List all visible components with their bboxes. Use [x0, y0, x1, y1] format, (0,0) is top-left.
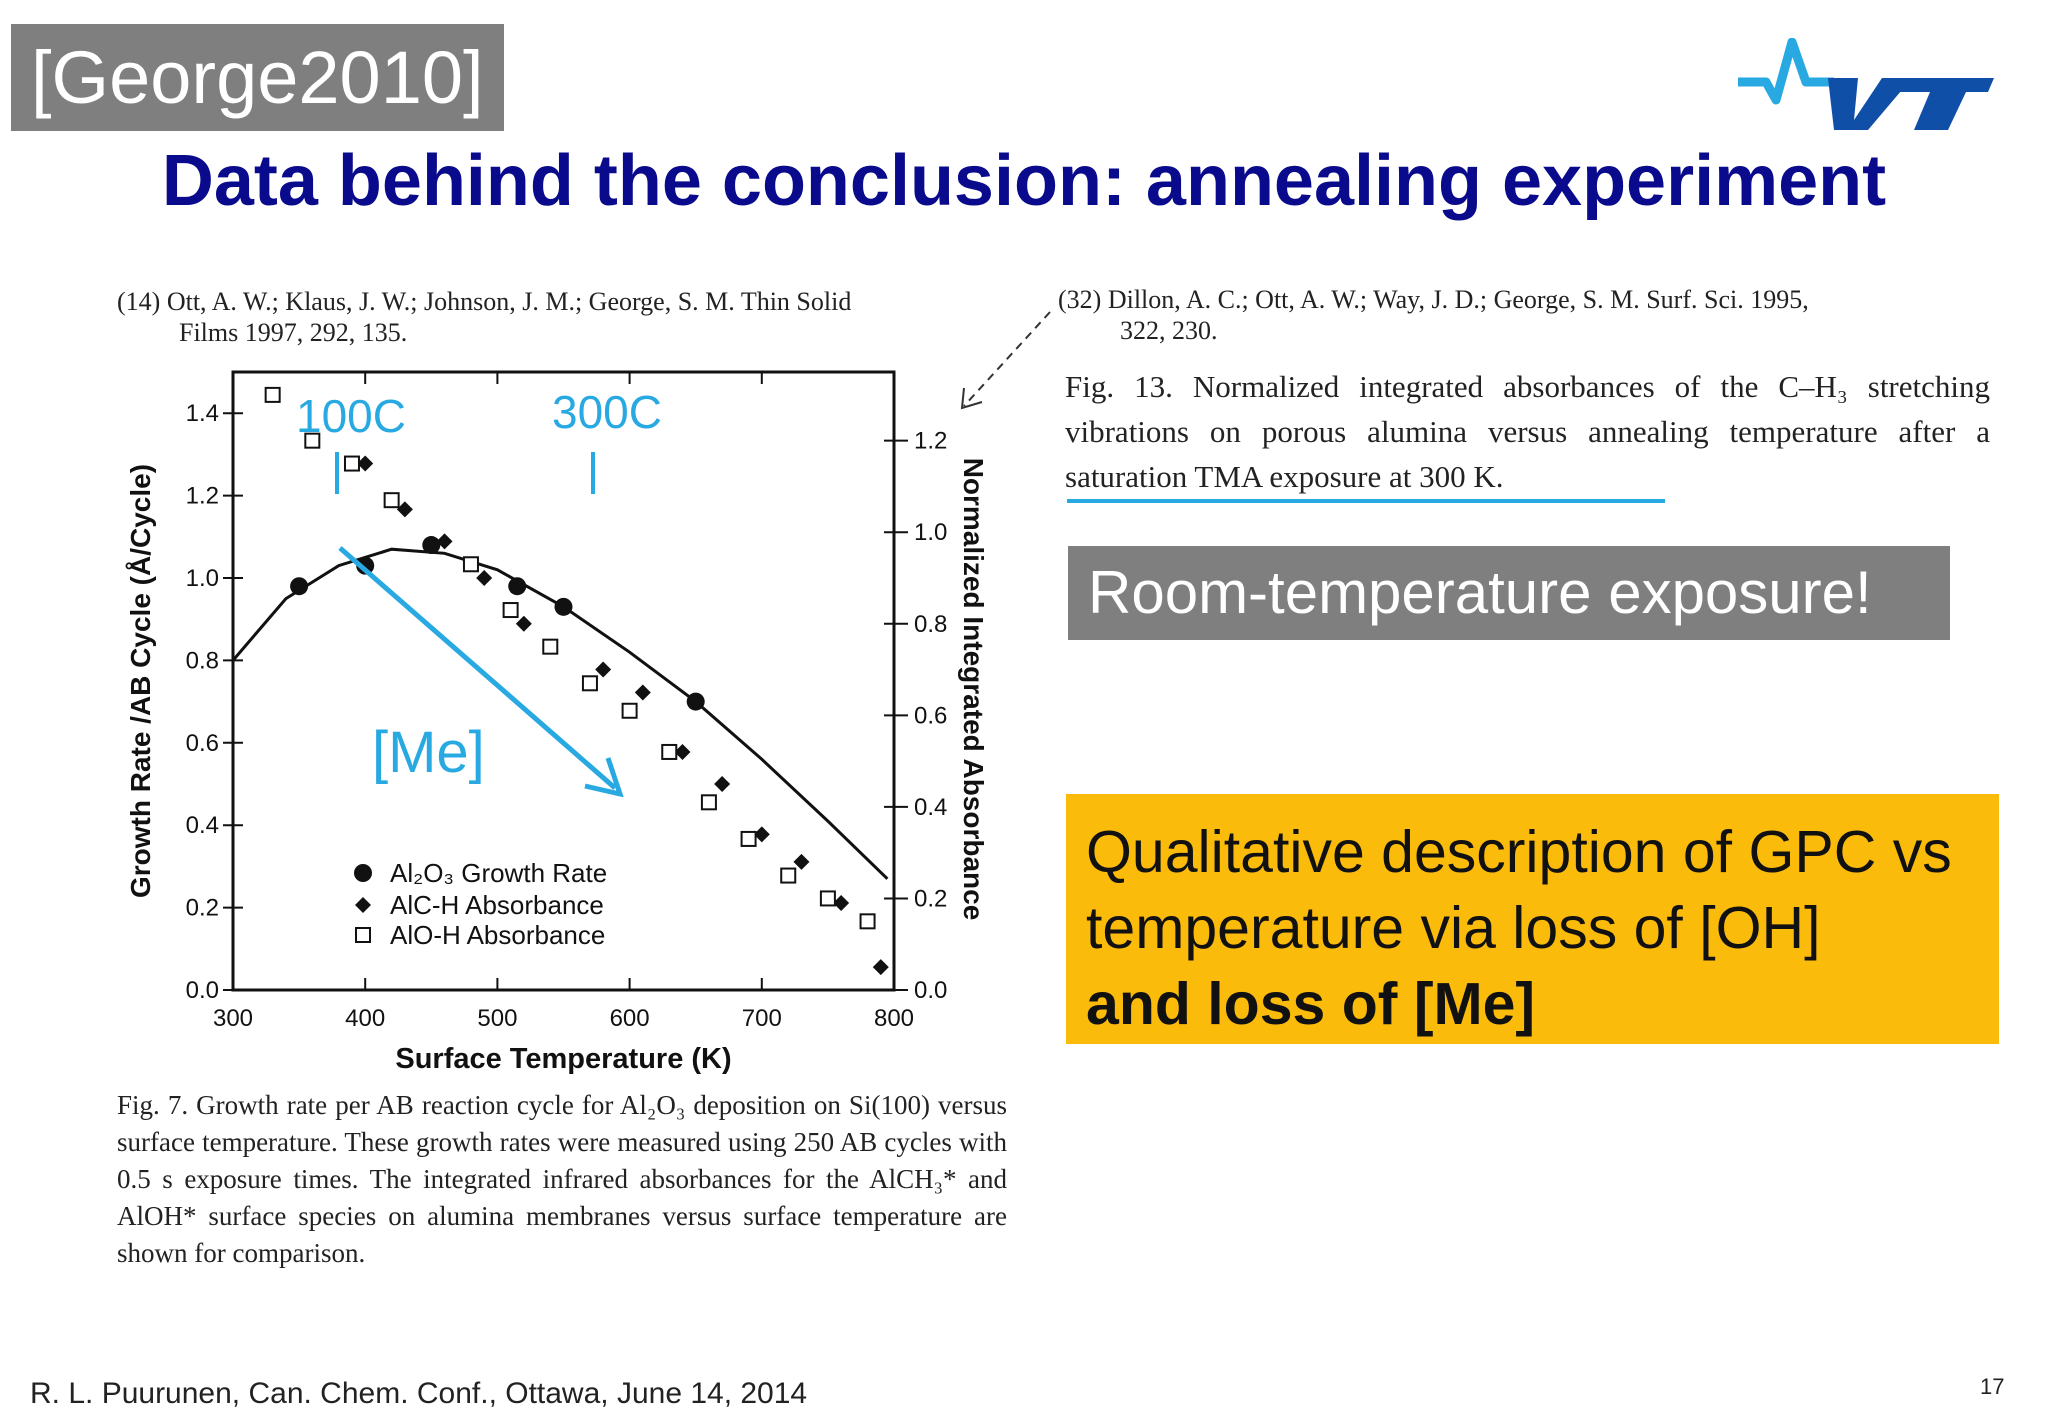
x-axis-label: Surface Temperature (K) — [395, 1043, 731, 1075]
y-tick-label: 0.8 — [186, 647, 219, 674]
qualitative-bold-text: and loss of [Me] — [1086, 971, 1536, 1037]
diamond-data-point — [634, 684, 651, 701]
square-data-point — [581, 675, 598, 692]
reference-32-line1: (32) Dillon, A. C.; Ott, A. W.; Way, J. … — [1058, 285, 1809, 314]
y-tick-label: 1.0 — [186, 565, 219, 592]
me-decrease-arrow — [338, 546, 617, 790]
circle-data-point — [508, 577, 527, 596]
fig7-caption: Fig. 7. Growth rate per AB reaction cycl… — [117, 1090, 1007, 1268]
square-data-point — [780, 867, 797, 884]
diamond-data-point — [753, 826, 770, 843]
y-tick-label: 0.0 — [186, 977, 219, 1004]
plot-frame — [231, 370, 896, 992]
y2-tick-label: 0.4 — [914, 794, 947, 821]
square-data-point — [621, 702, 638, 719]
fig13-caption: Fig. 13. Normalized integrated absorbanc… — [1065, 369, 1990, 494]
reference-32-line2: 322, 230. — [1120, 316, 1218, 345]
reference-14: (14) Ott, A. W.; Klaus, J. W.; Johnson, … — [117, 286, 977, 348]
y-tick-label: 1.2 — [186, 483, 219, 510]
x-tick-label: 400 — [345, 1005, 385, 1032]
diamond-data-point — [396, 501, 413, 518]
y-tick-label: 0.2 — [186, 895, 219, 922]
annotation-100c: 100C — [296, 390, 406, 442]
y-tick-label: 1.4 — [186, 400, 219, 427]
legend-marker — [355, 927, 371, 943]
square-data-point — [700, 794, 717, 811]
circle-data-point — [686, 692, 705, 711]
reference-14-line1: (14) Ott, A. W.; Klaus, J. W.; Johnson, … — [117, 287, 852, 316]
slide-title: Data behind the conclusion: annealing ex… — [161, 141, 1887, 221]
growth-rate-chart: 300 400 500 600 700 8000.00.20.40.60.81.01.21… — [125, 370, 989, 1075]
diamond-data-point — [436, 533, 453, 550]
square-data-point — [661, 743, 678, 760]
legend-marker — [355, 897, 371, 913]
x-tick-label: 300 — [213, 1005, 253, 1032]
square-data-point — [264, 386, 281, 403]
x-tick-label: 800 — [874, 1005, 914, 1032]
circle-data-point — [290, 577, 309, 596]
circle-data-point — [356, 556, 375, 575]
x-tick-label: 500 — [477, 1005, 517, 1032]
diamond-data-point — [714, 776, 731, 792]
reference-32: (32) Dillon, A. C.; Ott, A. W.; Way, J. … — [1058, 284, 1958, 346]
diamond-data-point — [872, 959, 889, 976]
diamond-data-point — [595, 661, 612, 678]
y-tick-label: 0.4 — [186, 812, 219, 839]
vtt-logo — [1738, 38, 1994, 130]
y2-tick-label: 1.0 — [914, 519, 947, 546]
circle-data-point — [554, 597, 573, 616]
square-data-point — [859, 913, 876, 930]
legend-marker — [354, 864, 372, 882]
circle-data-point — [422, 536, 441, 555]
page-number: 17 — [1980, 1374, 2005, 1399]
room-temperature-box: Room-temperature exposure! — [1068, 546, 1950, 640]
y2-tick-label: 0.2 — [914, 885, 947, 912]
square-data-point — [740, 830, 757, 847]
annotation-300c: 300C — [552, 386, 662, 438]
qualitative-text: Qualitative description of GPC vs temper… — [1086, 819, 1952, 961]
annotation-me: [Me] — [372, 720, 485, 785]
y2-tick-label: 1.2 — [914, 428, 947, 455]
caption-underline — [1067, 499, 1665, 503]
y-tick-label: 0.6 — [186, 730, 219, 757]
qualitative-description-box: Qualitative description of GPC vs temper… — [1066, 794, 1999, 1044]
reference-tag: [George2010] — [11, 24, 504, 131]
square-data-point — [819, 890, 836, 907]
diamond-data-point — [833, 895, 850, 912]
dashed-arrow — [960, 311, 1051, 410]
diamond-data-point — [793, 853, 810, 870]
square-data-point — [343, 455, 360, 472]
y2-tick-label: 0.6 — [914, 702, 947, 729]
legend-label: AlO-H Absorbance — [390, 920, 605, 950]
growth-rate-fit-curve — [231, 547, 889, 880]
diamond-data-point — [674, 743, 691, 760]
y2-tick-label: 0.0 — [914, 977, 947, 1004]
footer-citation: R. L. Puurunen, Can. Chem. Conf., Ottawa… — [30, 1377, 808, 1410]
reference-14-line2: Films 1997, 292, 135. — [179, 318, 408, 347]
square-data-point — [304, 432, 321, 449]
arrowhead — [584, 757, 624, 798]
square-data-point — [462, 556, 479, 573]
square-data-point — [502, 602, 519, 619]
y2-tick-label: 0.8 — [914, 611, 947, 638]
square-data-point — [383, 492, 400, 509]
diamond-data-point — [357, 455, 374, 472]
diamond-data-point — [515, 615, 532, 632]
legend-label: Al₂O₃ Growth Rate — [390, 858, 607, 888]
square-data-point — [542, 638, 559, 655]
y-axis-label: Growth Rate /AB Cycle (Å/Cycle) — [125, 464, 156, 898]
diamond-data-point — [476, 570, 493, 586]
y2-axis-label: Normalized Integrated Absorbance — [958, 458, 989, 921]
x-tick-label: 700 — [742, 1005, 782, 1032]
legend-label: AlC-H Absorbance — [390, 890, 604, 920]
x-tick-label: 600 — [610, 1005, 650, 1032]
